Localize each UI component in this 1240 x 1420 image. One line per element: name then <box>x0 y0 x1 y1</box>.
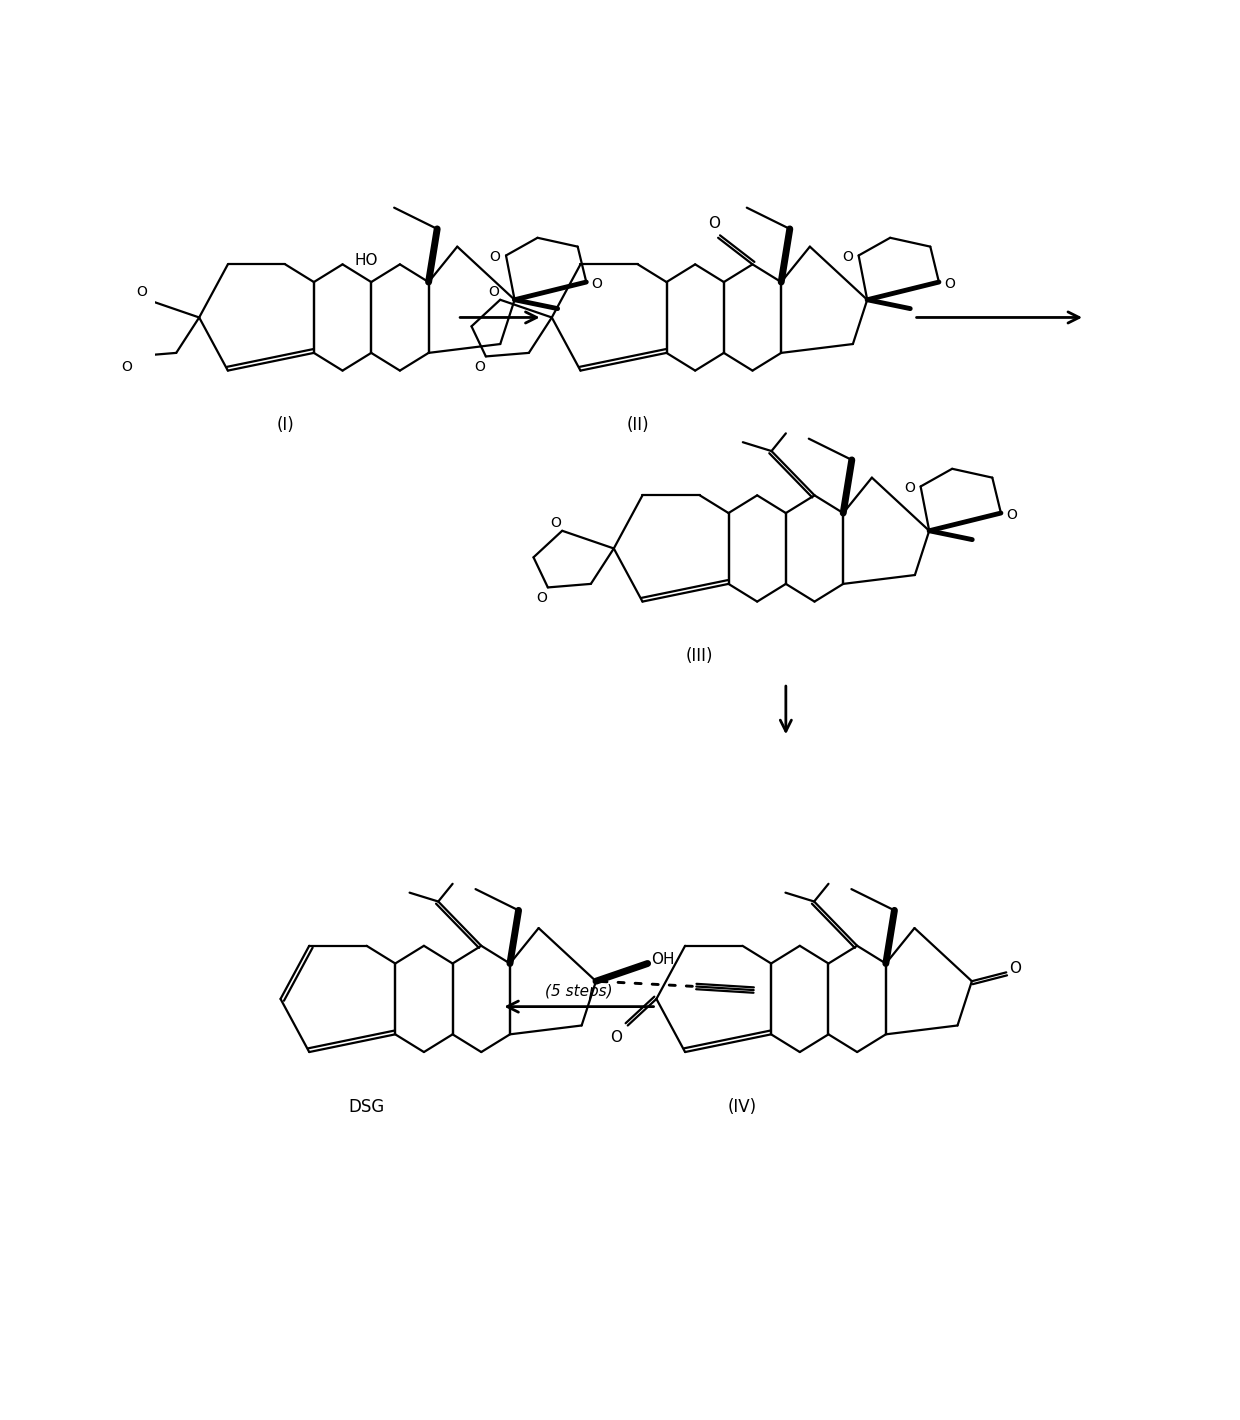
Text: O: O <box>610 1030 622 1045</box>
Text: (IV): (IV) <box>728 1098 756 1116</box>
Text: O: O <box>536 591 547 605</box>
Text: O: O <box>945 277 955 291</box>
Text: OH: OH <box>651 953 675 967</box>
Text: O: O <box>708 216 720 231</box>
Text: O: O <box>1009 961 1022 976</box>
Text: O: O <box>489 285 500 300</box>
Text: O: O <box>474 361 485 375</box>
Text: O: O <box>122 361 133 375</box>
Text: DSG: DSG <box>348 1098 384 1116</box>
Text: O: O <box>842 250 853 264</box>
Text: (5 steps): (5 steps) <box>546 984 613 998</box>
Text: O: O <box>551 515 562 530</box>
Text: O: O <box>591 277 603 291</box>
Text: O: O <box>904 481 915 496</box>
Text: O: O <box>136 285 146 300</box>
Text: (I): (I) <box>277 416 294 435</box>
Text: O: O <box>1007 507 1017 521</box>
Text: (II): (II) <box>626 416 649 435</box>
Text: HO: HO <box>355 253 378 268</box>
Text: (III): (III) <box>686 648 713 665</box>
Text: O: O <box>490 250 501 264</box>
